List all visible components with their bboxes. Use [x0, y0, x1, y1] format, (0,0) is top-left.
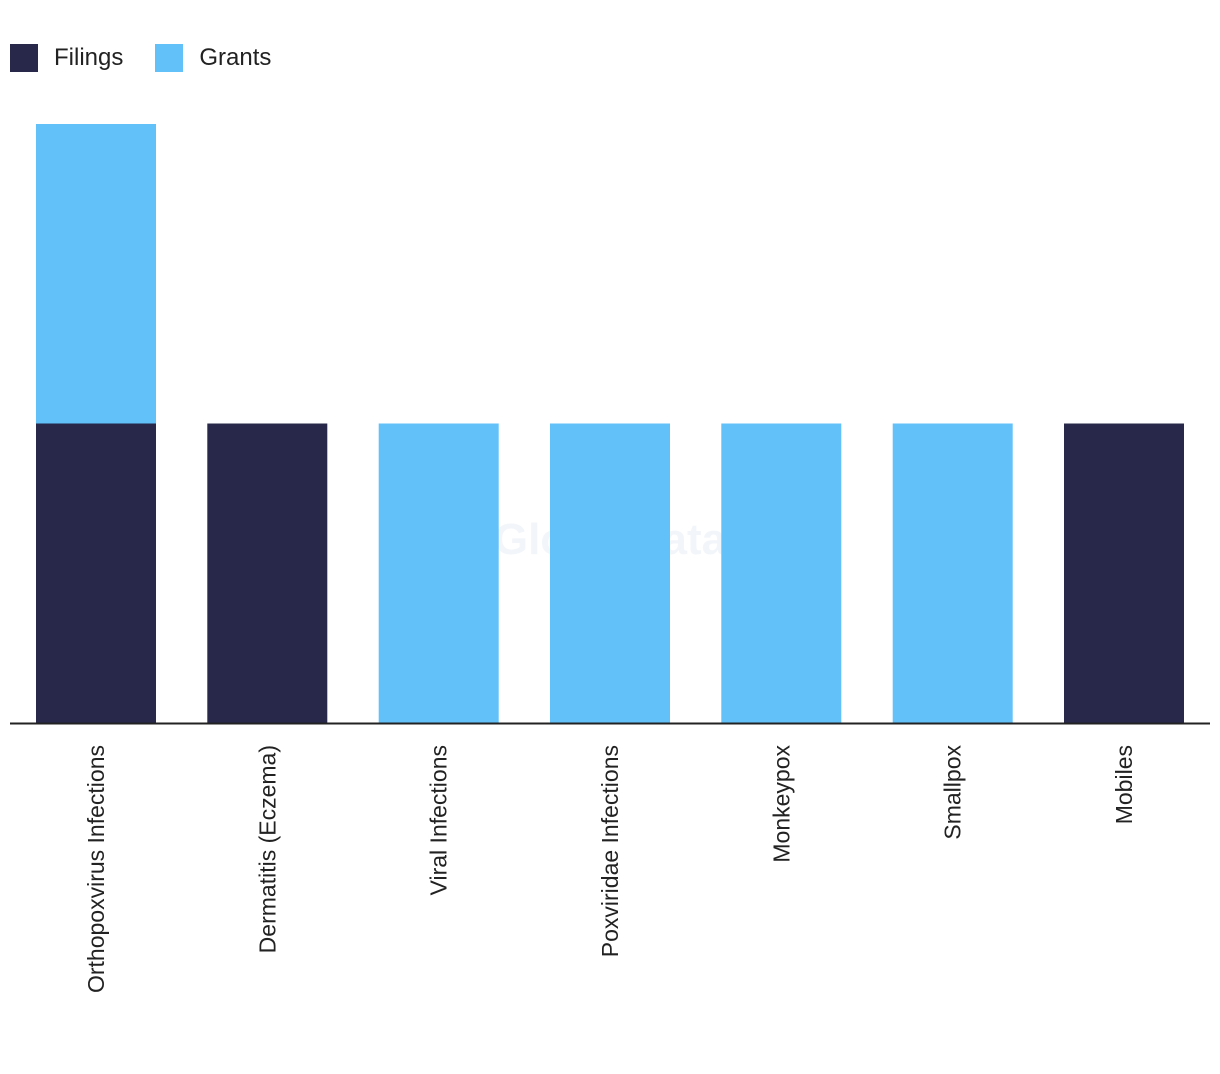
- legend-item-grants: Grants: [155, 44, 271, 72]
- x-tick-labels: Orthopoxvirus Infections Dermatitis (Ecze…: [83, 745, 1137, 994]
- bar-filings-dermatitis-eczema: [207, 423, 328, 723]
- x-tick-label-dermatitis-eczema: Dermatitis (Eczema): [254, 745, 280, 953]
- legend-label-grants: Grants: [199, 44, 272, 71]
- bar-grants-smallpox: [892, 423, 1013, 723]
- x-tick-label-smallpox: Smallpox: [940, 745, 966, 840]
- bar-grants-viral-infections: [378, 423, 499, 723]
- legend-swatch-filings: [10, 44, 38, 72]
- bar-grants-orthopoxvirus-infections: [36, 124, 156, 424]
- x-tick-label-poxviridae-infections: Poxviridae Infections: [597, 745, 623, 957]
- bar-filings-orthopoxvirus-infections: [36, 423, 156, 723]
- bar-grants-monkeypox: [721, 423, 842, 723]
- x-tick-label-monkeypox: Monkeypox: [768, 745, 794, 863]
- legend-label-filings: Filings: [54, 44, 124, 71]
- legend-item-filings: Filings: [10, 44, 123, 72]
- x-tick-label-mobiles: Mobiles: [1111, 745, 1137, 824]
- bars-group: [36, 124, 1184, 723]
- x-tick-label-orthopoxvirus-infections: Orthopoxvirus Infections: [83, 745, 109, 993]
- x-tick-label-viral-infections: Viral Infections: [426, 745, 452, 895]
- bar-filings-mobiles: [1064, 423, 1184, 723]
- legend-swatch-grants: [155, 44, 184, 72]
- bar-grants-poxviridae-infections: [550, 423, 670, 723]
- legend: Filings Grants: [10, 44, 303, 72]
